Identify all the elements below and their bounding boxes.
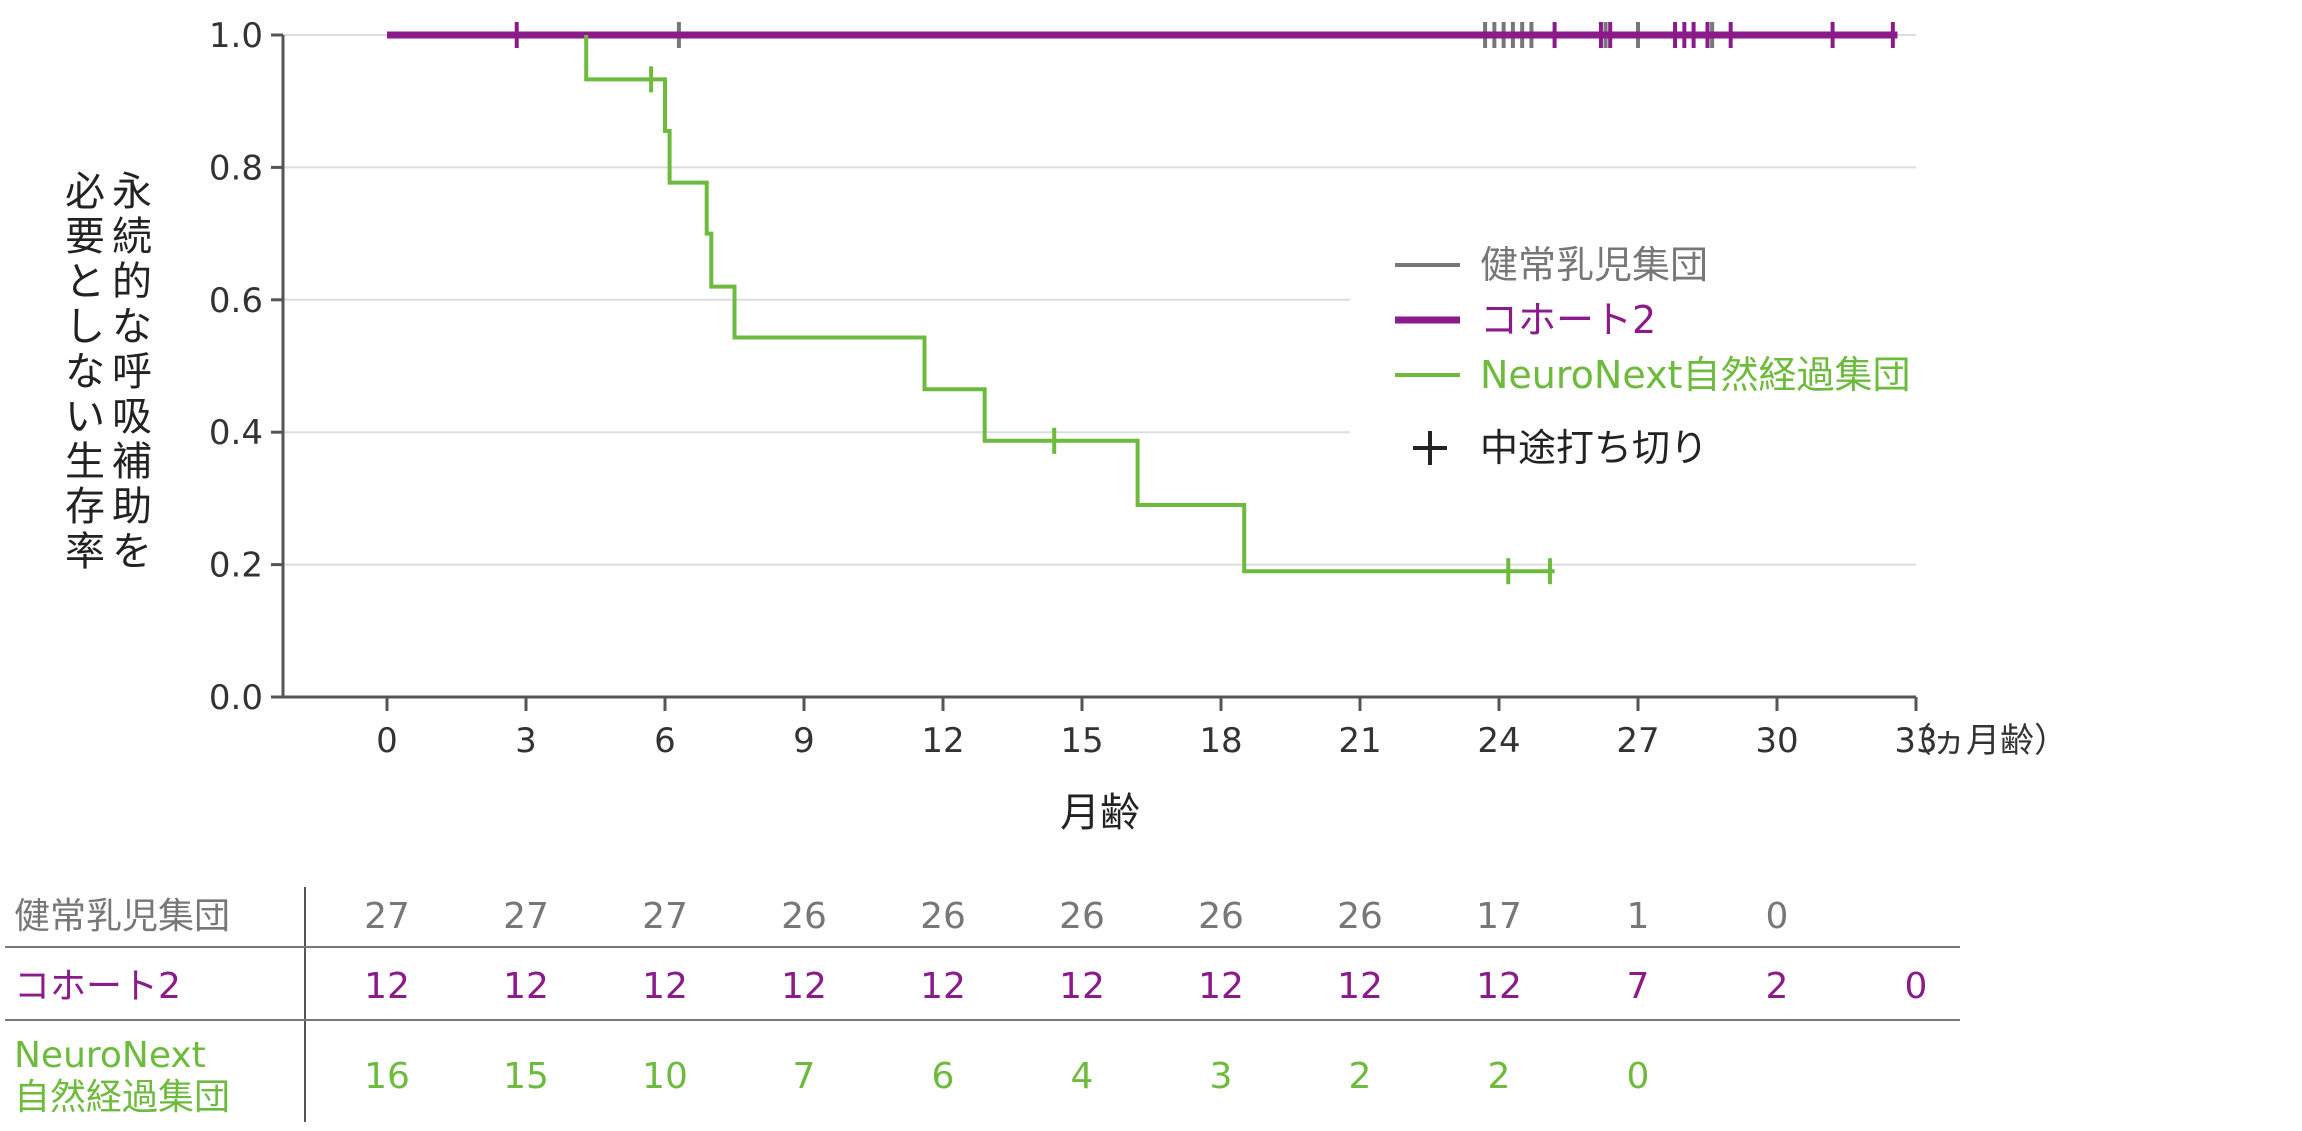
- risk-cell: 12: [1337, 966, 1383, 1007]
- y-axis-title-char: 永: [112, 169, 152, 215]
- risk-row-label: コホート2: [14, 966, 181, 1007]
- risk-cell: 27: [642, 896, 688, 937]
- risk-cell: 12: [920, 966, 966, 1007]
- risk-cell: 3: [1210, 1056, 1233, 1097]
- y-tick-label: 0.4: [209, 413, 263, 453]
- y-axis-title-char: と: [65, 259, 105, 305]
- risk-cell: 27: [503, 896, 549, 937]
- risk-cell: 12: [642, 966, 688, 1007]
- risk-cell: 12: [1198, 966, 1244, 1007]
- x-axis-title: 月齢: [1060, 790, 1140, 836]
- x-tick-label: 18: [1199, 721, 1242, 761]
- risk-cell: 26: [920, 896, 966, 937]
- risk-cell: 2: [1766, 966, 1789, 1007]
- series-1: [387, 22, 1898, 48]
- y-axis-title-char: 必: [65, 169, 105, 215]
- legend-item: コホート2: [1395, 298, 1656, 342]
- y-tick-label: 0.0: [209, 678, 263, 718]
- y-axis-title-char: を: [112, 529, 152, 575]
- risk-cell: 26: [781, 896, 827, 937]
- x-tick-label: 0: [376, 721, 398, 761]
- x-tick-label: 27: [1616, 721, 1659, 761]
- risk-row-1: コホート2 12 12 12 12 12 12 12 12 12 7 2 0: [14, 966, 1927, 1007]
- y-axis-title-char: 的: [112, 259, 152, 305]
- x-tick-label: 3: [515, 721, 537, 761]
- y-tick-label: 0.2: [209, 546, 263, 586]
- risk-cell: 12: [364, 966, 410, 1007]
- series-2: [584, 35, 1555, 585]
- risk-cell: 4: [1071, 1056, 1094, 1097]
- risk-cell: 0: [1766, 896, 1789, 937]
- risk-cell: 1: [1627, 896, 1650, 937]
- risk-row-label: 自然経過集団: [14, 1077, 230, 1118]
- x-axis-ticks: 0 3 6 9 12 15 18 21 24 27 30 33: [376, 697, 1938, 761]
- risk-cell: 0: [1627, 1056, 1650, 1097]
- y-axis-title-char: 続: [112, 214, 152, 260]
- legend-label: 健常乳児集団: [1480, 243, 1708, 287]
- legend-item: 健常乳児集団: [1395, 243, 1708, 287]
- risk-cell: 26: [1337, 896, 1383, 937]
- risk-cell: 15: [503, 1056, 549, 1097]
- y-axis-title-char: し: [65, 304, 105, 350]
- risk-cell: 10: [642, 1056, 688, 1097]
- y-tick-label: 1.0: [209, 16, 263, 56]
- x-tick-label: 21: [1338, 721, 1381, 761]
- axes: [281, 35, 1916, 699]
- y-axis-title-char: 存: [65, 484, 105, 530]
- risk-cell: 12: [1476, 966, 1522, 1007]
- series-group: [387, 22, 1898, 585]
- x-axis-unit-label: （ヵ月齢）: [1898, 721, 2068, 761]
- risk-row-label: NeuroNext: [14, 1035, 206, 1076]
- legend-label: 中途打ち切り: [1480, 426, 1708, 470]
- y-axis-title-char: な: [112, 304, 152, 350]
- y-axis-title-char: 要: [65, 214, 105, 260]
- x-tick-label: 15: [1060, 721, 1103, 761]
- risk-cell: 16: [364, 1056, 410, 1097]
- x-tick-label: 6: [654, 721, 676, 761]
- risk-cell: 26: [1059, 896, 1105, 937]
- risk-cell: 12: [503, 966, 549, 1007]
- risk-cell: 17: [1476, 896, 1522, 937]
- legend-label: コホート2: [1480, 298, 1656, 342]
- risk-cell: 6: [932, 1056, 955, 1097]
- risk-cell: 12: [1059, 966, 1105, 1007]
- risk-cell: 7: [1627, 966, 1650, 1007]
- x-tick-label: 30: [1755, 721, 1798, 761]
- risk-cell: 2: [1349, 1056, 1372, 1097]
- risk-cell: 12: [781, 966, 827, 1007]
- risk-cell: 2: [1488, 1056, 1511, 1097]
- risk-cell: 26: [1198, 896, 1244, 937]
- legend-label: NeuroNext自然経過集団: [1480, 353, 1910, 397]
- x-tick-label: 9: [793, 721, 815, 761]
- legend-item: 中途打ち切り: [1413, 426, 1708, 470]
- risk-cell: 0: [1905, 966, 1928, 1007]
- y-axis-title-char: 率: [65, 529, 105, 575]
- risk-row-label: 健常乳児集団: [14, 896, 230, 937]
- risk-cell: 7: [793, 1056, 816, 1097]
- y-axis-title-char: い: [65, 394, 105, 440]
- y-axis-ticks: 0.0 0.2 0.4 0.6 0.8 1.0: [209, 16, 283, 718]
- y-axis-title-char: 助: [112, 484, 152, 530]
- x-tick-label: 12: [921, 721, 964, 761]
- y-axis-title-char: な: [65, 349, 105, 395]
- y-axis-title-char: 生: [65, 439, 105, 485]
- risk-cell: 27: [364, 896, 410, 937]
- y-tick-label: 0.6: [209, 281, 263, 321]
- risk-row-0: 健常乳児集団 27 27 27 26 26 26 26 26 17 1 0: [14, 896, 1788, 937]
- legend-item: NeuroNext自然経過集団: [1395, 353, 1910, 397]
- x-tick-label: 24: [1477, 721, 1520, 761]
- series-line: [584, 35, 1555, 574]
- risk-row-2: NeuroNext自然経過集団 16 15 10 7 6 4 3 2 2 0: [14, 1035, 1649, 1118]
- y-axis-title-char: 吸: [112, 394, 152, 440]
- y-axis-title-char: 呼: [112, 349, 152, 395]
- y-tick-label: 0.8: [209, 148, 263, 188]
- x-tick-label: 33: [1894, 721, 1937, 761]
- y-axis-title-char: 補: [112, 439, 152, 485]
